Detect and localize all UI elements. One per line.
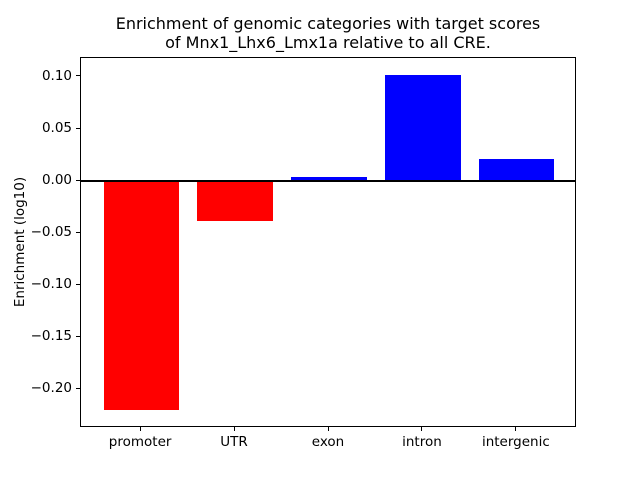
bar-promoter	[103, 181, 179, 411]
x-tick-mark	[515, 427, 517, 431]
y-tick-label: 0.00	[41, 172, 72, 189]
y-tick-mark	[76, 179, 80, 181]
y-tick-label: −0.20	[30, 380, 72, 397]
x-tick-mark	[233, 427, 235, 431]
y-tick-label: 0.10	[41, 67, 72, 84]
zero-line	[81, 180, 575, 183]
x-tick-label-promoter: promoter	[108, 434, 172, 450]
chart-title: Enrichment of genomic categories with ta…	[80, 14, 576, 52]
chart-title-line2: of Mnx1_Lhx6_Lmx1a relative to all CRE.	[165, 33, 491, 52]
x-tick-mark	[327, 427, 329, 431]
bar-intron	[385, 74, 461, 182]
y-tick-mark	[76, 231, 80, 233]
y-tick-mark	[76, 75, 80, 77]
y-tick-label: −0.05	[30, 224, 72, 241]
y-tick-mark	[76, 127, 80, 129]
x-tick-label-intron: intron	[402, 434, 442, 450]
y-tick-label: 0.05	[41, 120, 72, 136]
x-tick-label-intergenic: intergenic	[481, 434, 550, 450]
bar-exon	[291, 176, 367, 182]
y-tick-label: −0.10	[30, 276, 72, 293]
bar-UTR	[197, 181, 273, 221]
x-tick-label-UTR: UTR	[220, 434, 248, 450]
x-tick-label-exon: exon	[311, 434, 345, 450]
chart-title-line1: Enrichment of genomic categories with ta…	[115, 14, 541, 33]
y-tick-mark	[76, 335, 80, 337]
y-tick-mark	[76, 283, 80, 285]
bar-intergenic	[479, 159, 555, 182]
y-tick-label: −0.15	[30, 328, 72, 345]
plot-area	[80, 57, 576, 427]
x-tick-mark	[139, 427, 141, 431]
y-tick-mark	[76, 387, 80, 389]
x-tick-mark	[421, 427, 423, 431]
